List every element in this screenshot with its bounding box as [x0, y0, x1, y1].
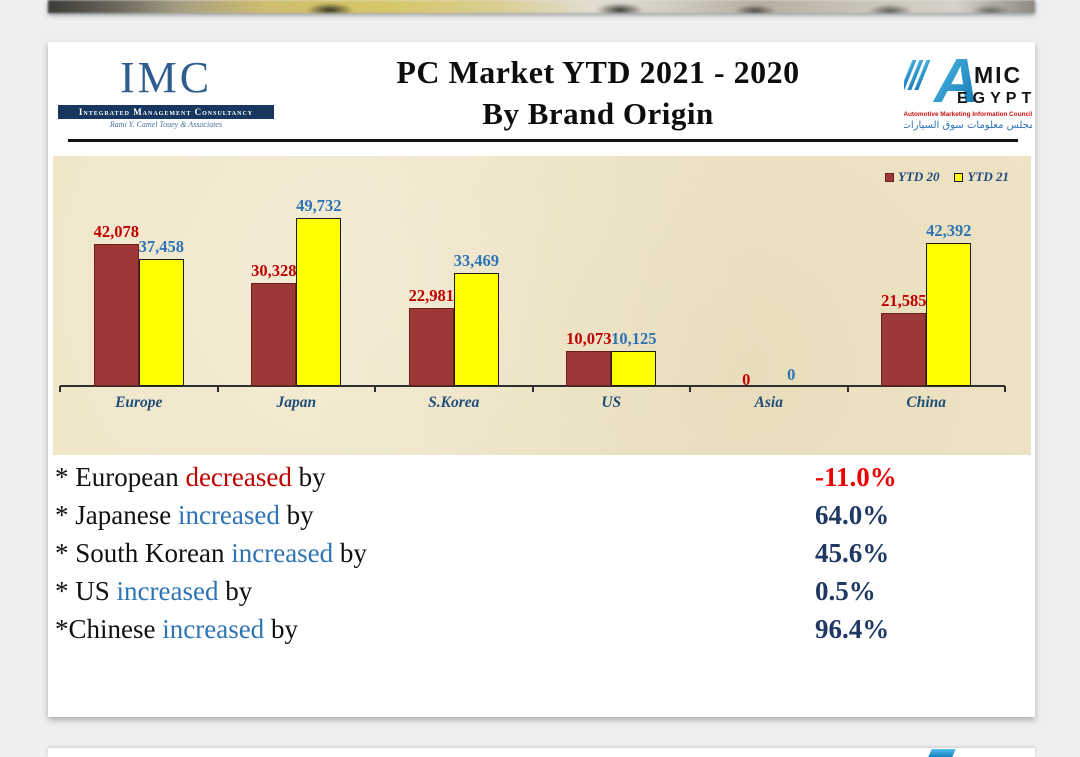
value-label-ytd20-europe: 42,078 [93, 222, 139, 241]
bar-ytd20-us [566, 351, 612, 386]
bar-ytd21-us [611, 351, 657, 386]
bar-ytd20-japan [251, 283, 297, 386]
value-label-ytd21-japan: 49,732 [296, 196, 342, 215]
bullet-row-2: * South Korean increased by 45.6% [48, 534, 1035, 572]
imc-banner-text: Integrated Management Consultancy [58, 105, 274, 119]
legend-item-ytd20: YTD 20 [884, 169, 940, 185]
amic-arabic-text: مجلس معلومات سوق السيارات [904, 120, 1032, 131]
bullet-percentage: -11.0% [815, 462, 897, 492]
x-axis-tick [216, 386, 219, 392]
bar-chart: YTD 20 YTD 21 42,078 37,458 Europe 30,328 49,… [53, 156, 1031, 455]
page-title: PC Market YTD 2021 - 2020 By Brand Origi… [298, 52, 898, 134]
bullet-suffix: by [264, 614, 298, 644]
header-divider-line [68, 139, 1018, 142]
bar-ytd20-s.korea [408, 308, 454, 386]
x-axis-tick [531, 386, 534, 392]
legend-swatch-icon [884, 172, 894, 182]
value-label-ytd21-us: 10,125 [611, 329, 657, 348]
bullet-subject: European [75, 462, 186, 492]
bullet-percentage: 45.6% [815, 538, 890, 568]
amic-egypt-text: EGYPT [957, 90, 1032, 107]
bullet-row-0: * European decreased by -11.0% [48, 458, 1035, 496]
summary-bullet-list: * European decreased by -11.0% * Japanese … [48, 458, 1035, 648]
amic-letter-a: A [932, 47, 979, 116]
bullet-suffix: by [291, 462, 326, 492]
amic-mic-text: MIC [974, 62, 1022, 88]
value-label-ytd21-s.korea: 33,469 [453, 251, 499, 270]
bullet-verb: increased [177, 500, 280, 530]
bar-ytd21-s.korea [453, 273, 499, 386]
bullet-percentage: 96.4% [815, 614, 890, 644]
previous-page-bottom-image [48, 0, 1035, 13]
bullet-suffix: by [279, 500, 314, 530]
bullet-row-1: * Japanese increased by 64.0% [48, 496, 1035, 534]
bullet-verb: decreased [185, 462, 292, 492]
bar-ytd20-china [881, 313, 927, 386]
category-label-europe: Europe [115, 394, 163, 411]
value-label-ytd20-s.korea: 22,981 [408, 286, 454, 305]
category-label-s.korea: S.Korea [428, 394, 480, 411]
bullet-verb: increased [116, 576, 219, 606]
title-line-1: PC Market YTD 2021 - 2020 [396, 54, 800, 90]
next-page-top-edge [48, 748, 1035, 757]
bullet-row-4: *Chinese increased by 96.4% [48, 610, 1035, 648]
category-label-us: US [601, 394, 622, 411]
bullet-prefix: * [55, 500, 76, 530]
imc-acronym-text: IMC [119, 53, 213, 102]
x-axis-tick [689, 386, 691, 392]
bullet-subject: Japanese [75, 500, 178, 530]
legend-swatch-icon [954, 172, 964, 182]
chart-legend: YTD 20 YTD 21 [884, 169, 1009, 185]
bullet-percentage: 64.0% [815, 500, 890, 530]
bullet-subject: Chinese [68, 614, 163, 644]
value-label-ytd21-asia: 0 [787, 365, 796, 384]
bar-ytd21-china [926, 243, 972, 386]
bar-ytd21-japan [296, 218, 342, 386]
value-label-ytd21-europe: 37,458 [138, 237, 184, 256]
amic-tagline-text: Automotive Marketing Information Council [904, 111, 1032, 118]
legend-label: YTD 20 [897, 169, 940, 184]
imc-logo: IMC Integrated Management Consultancy Ra… [58, 54, 274, 129]
title-line-2: By Brand Origin [482, 96, 714, 131]
bullet-suffix: by [333, 538, 367, 568]
amic-logo-graphic: A MIC EGYPT Automotive Marketing Informa… [900, 47, 1035, 131]
next-page-logo-fragment [928, 749, 956, 757]
x-axis-tick [59, 386, 61, 392]
category-label-china: China [906, 394, 947, 411]
category-label-japan: Japan [276, 394, 317, 411]
amic-stripes-icon [900, 60, 931, 90]
bullet-prefix: * [55, 538, 76, 568]
bullet-verb: increased [231, 538, 334, 568]
value-label-ytd20-asia: 0 [742, 370, 751, 389]
bar-ytd20-europe [93, 244, 139, 386]
bullet-verb: increased [162, 614, 265, 644]
x-axis-tick [846, 386, 849, 392]
bullet-subject: US [75, 576, 117, 606]
imc-script-text: Rami Y. Camel Touey & Associates [109, 120, 223, 129]
x-axis-tick [374, 386, 376, 392]
bullet-percentage: 0.5% [815, 576, 876, 606]
x-axis-tick [1004, 386, 1006, 392]
bar-ytd21-europe [138, 259, 184, 386]
category-label-asia: Asia [754, 394, 783, 411]
legend-item-ytd21: YTD 21 [954, 169, 1009, 185]
slide-page: IMC Integrated Management Consultancy Ra… [48, 42, 1035, 717]
value-label-ytd21-china: 42,392 [926, 221, 972, 240]
bullet-prefix: * [55, 576, 76, 606]
bullet-prefix: * [55, 462, 76, 492]
bullet-suffix: by [218, 576, 253, 606]
bullet-subject: South Korean [75, 538, 232, 568]
bullet-row-3: * US increased by 0.5% [48, 572, 1035, 610]
legend-label: YTD 21 [967, 169, 1009, 184]
amic-egypt-logo: A MIC EGYPT Automotive Marketing Informa… [900, 46, 1035, 136]
value-label-ytd20-us: 10,073 [566, 329, 612, 348]
value-label-ytd20-china: 21,585 [881, 291, 927, 310]
bullet-prefix: * [55, 614, 69, 644]
value-label-ytd20-japan: 30,328 [251, 261, 297, 280]
